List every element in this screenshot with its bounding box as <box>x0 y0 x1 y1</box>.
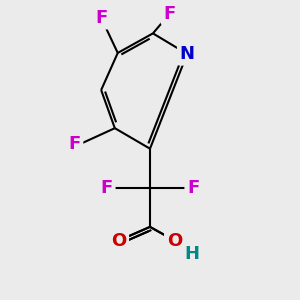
Text: F: F <box>187 179 200 197</box>
Text: F: F <box>164 5 176 23</box>
Text: H: H <box>184 245 200 263</box>
Text: O: O <box>167 232 182 250</box>
Text: F: F <box>95 9 107 27</box>
Text: O: O <box>167 232 182 250</box>
Text: F: F <box>100 179 113 197</box>
Text: N: N <box>180 45 195 63</box>
Text: O: O <box>111 232 126 250</box>
Text: F: F <box>68 135 81 153</box>
Text: H: H <box>184 245 200 263</box>
